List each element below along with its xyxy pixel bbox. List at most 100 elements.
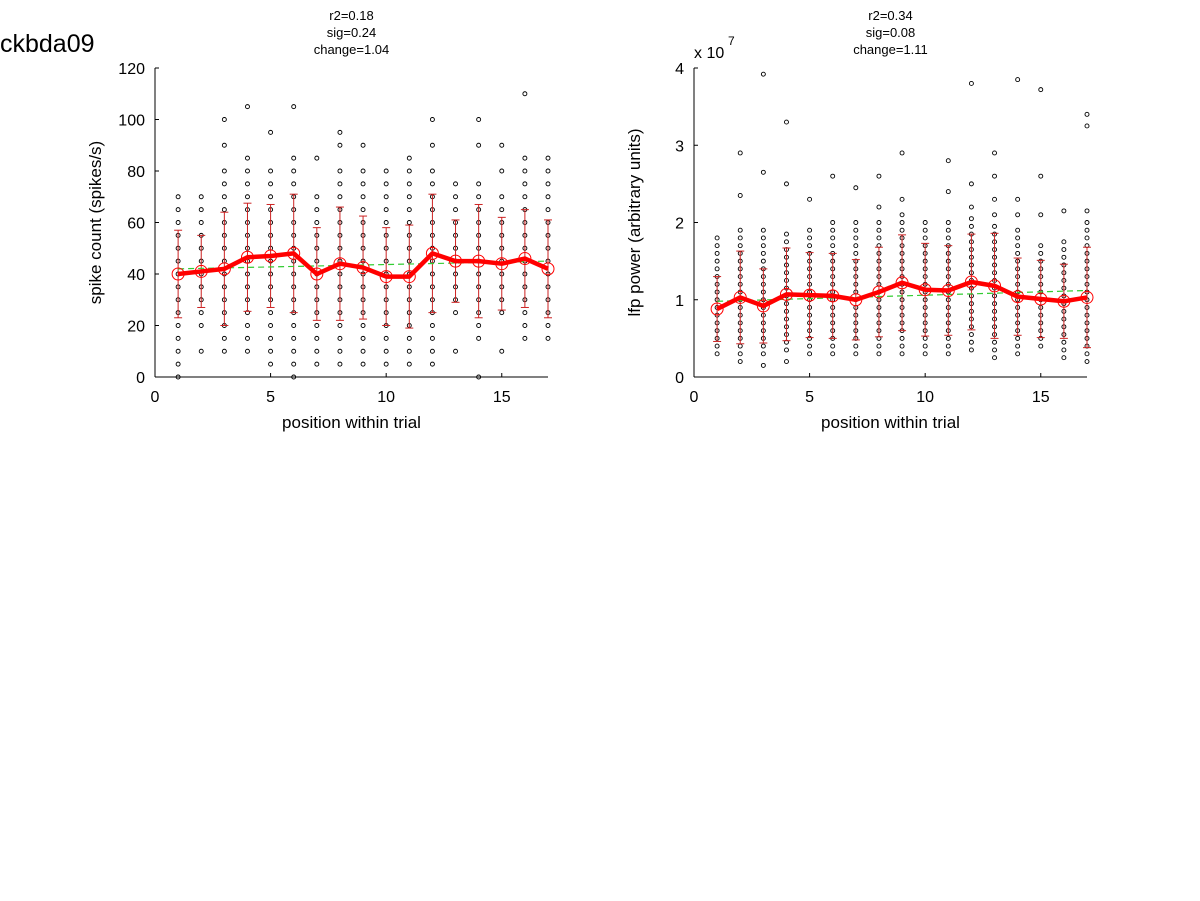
data-point bbox=[876, 220, 882, 225]
data-point bbox=[899, 335, 905, 341]
data-point bbox=[784, 347, 789, 353]
data-point bbox=[429, 335, 435, 341]
data-point bbox=[737, 227, 743, 233]
data-point bbox=[830, 243, 836, 249]
data-point bbox=[784, 359, 789, 364]
data-point bbox=[476, 335, 482, 341]
data-point bbox=[406, 335, 412, 341]
data-point bbox=[314, 348, 320, 354]
data-point bbox=[522, 335, 528, 341]
data-point bbox=[853, 185, 859, 191]
data-point bbox=[175, 374, 181, 380]
x-tick-label: 0 bbox=[690, 389, 699, 406]
mean-marker bbox=[941, 283, 955, 297]
data-point bbox=[992, 347, 997, 353]
data-point bbox=[714, 266, 720, 272]
data-point bbox=[429, 361, 435, 367]
data-point bbox=[268, 168, 274, 174]
data-point bbox=[175, 335, 181, 341]
data-point bbox=[830, 173, 836, 179]
data-point bbox=[522, 310, 528, 316]
data-point bbox=[291, 181, 297, 187]
y-tick-label: 0 bbox=[136, 370, 145, 387]
data-point bbox=[1084, 227, 1090, 233]
data-point bbox=[337, 142, 343, 148]
data-point bbox=[360, 348, 366, 354]
data-point bbox=[476, 181, 482, 187]
data-point bbox=[899, 150, 905, 156]
data-point bbox=[945, 343, 951, 349]
data-point bbox=[899, 212, 905, 218]
mean-marker bbox=[449, 254, 463, 268]
data-point bbox=[522, 91, 528, 97]
data-point bbox=[221, 168, 227, 174]
data-point bbox=[175, 323, 181, 328]
data-point bbox=[245, 323, 250, 328]
x-tick-label: 15 bbox=[493, 389, 511, 406]
data-point bbox=[545, 168, 551, 174]
mean-marker bbox=[472, 254, 486, 268]
data-point bbox=[1061, 355, 1067, 361]
data-point bbox=[1015, 212, 1021, 218]
data-point bbox=[453, 207, 458, 213]
data-point bbox=[175, 207, 181, 213]
y-tick-label: 60 bbox=[127, 216, 145, 233]
data-point bbox=[221, 117, 227, 122]
mean-marker bbox=[495, 257, 509, 271]
data-point bbox=[453, 310, 458, 316]
data-point bbox=[1015, 235, 1021, 241]
data-point bbox=[406, 194, 412, 200]
data-point bbox=[1061, 254, 1067, 260]
data-point bbox=[268, 348, 274, 354]
data-point bbox=[1084, 123, 1090, 129]
data-point bbox=[221, 335, 227, 341]
data-point bbox=[360, 335, 366, 341]
data-point bbox=[476, 194, 482, 200]
data-point bbox=[992, 150, 997, 156]
data-point bbox=[1015, 227, 1021, 233]
data-point bbox=[429, 168, 435, 174]
data-point bbox=[876, 351, 882, 357]
data-point bbox=[245, 155, 250, 161]
stats-line: sig=0.24 bbox=[327, 25, 377, 40]
data-point bbox=[714, 250, 720, 256]
data-point bbox=[1061, 208, 1067, 214]
mean-line bbox=[177, 251, 549, 279]
data-point bbox=[406, 207, 412, 213]
data-point bbox=[807, 196, 813, 202]
data-point bbox=[1015, 196, 1021, 202]
data-point bbox=[899, 343, 905, 349]
mean-marker bbox=[1011, 290, 1025, 304]
data-point bbox=[760, 258, 766, 264]
data-point bbox=[545, 323, 551, 328]
data-point bbox=[922, 227, 928, 233]
data-point bbox=[760, 235, 766, 241]
data-point bbox=[545, 155, 551, 161]
data-point bbox=[360, 323, 366, 328]
data-point bbox=[314, 220, 320, 225]
data-point bbox=[245, 335, 250, 341]
mean-marker bbox=[379, 270, 393, 284]
data-point bbox=[968, 80, 974, 86]
data-point bbox=[1015, 343, 1021, 349]
data-point bbox=[291, 335, 297, 341]
data-point bbox=[784, 181, 789, 187]
data-point bbox=[1015, 250, 1021, 256]
data-point bbox=[784, 239, 789, 245]
data-point bbox=[337, 335, 343, 341]
data-point bbox=[337, 323, 343, 328]
data-point bbox=[337, 129, 343, 135]
data-point bbox=[992, 339, 997, 345]
data-point bbox=[760, 71, 766, 77]
data-point bbox=[807, 243, 813, 249]
data-point bbox=[922, 343, 928, 349]
data-point bbox=[1084, 208, 1090, 214]
data-point bbox=[968, 339, 974, 345]
data-point bbox=[737, 235, 743, 241]
data-point bbox=[476, 374, 482, 380]
data-point bbox=[360, 207, 366, 213]
mean-marker bbox=[287, 246, 301, 260]
data-point bbox=[899, 220, 905, 225]
mean-marker bbox=[918, 283, 932, 297]
data-point bbox=[853, 235, 859, 241]
